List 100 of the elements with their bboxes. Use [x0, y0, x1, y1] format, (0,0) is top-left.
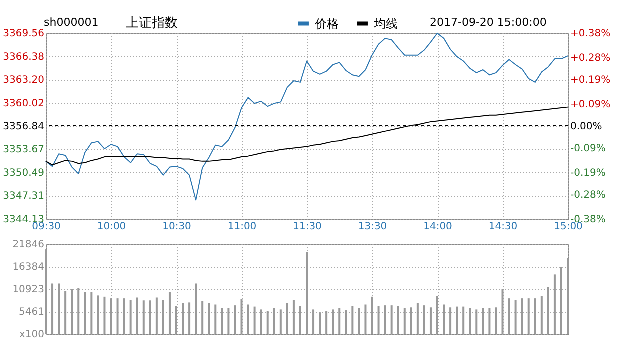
bar: [228, 308, 230, 334]
bar: [430, 308, 432, 334]
bar: [188, 302, 191, 334]
text: sh000001: [44, 16, 99, 29]
bar: [326, 311, 328, 334]
bar: [352, 306, 354, 334]
bar: [221, 308, 224, 334]
bar: [390, 306, 393, 334]
x-tick-label: 11:00: [228, 222, 257, 232]
y2-tick-label: -0.09%: [570, 144, 606, 155]
y-tick-label: 3363.20: [3, 75, 44, 86]
bar: [280, 310, 282, 334]
bar: [202, 301, 204, 334]
y-tick-label: 3350.49: [3, 168, 44, 179]
bar: [84, 292, 86, 334]
bar: [97, 296, 100, 334]
bar: [534, 298, 536, 334]
bar: [240, 299, 243, 334]
x-tick-label: 15:00: [554, 222, 583, 232]
y2-tick-label: 0.00%: [570, 122, 602, 132]
bar: [312, 310, 315, 334]
y2-tick-label: +0.38%: [570, 28, 611, 40]
y2-tick-label: +0.19%: [570, 75, 611, 86]
bar: [358, 308, 360, 334]
bar: [299, 306, 302, 334]
bar: [273, 308, 276, 334]
bar: [176, 306, 178, 334]
x-tick-label: 13:30: [358, 222, 388, 232]
y-tick-label: 3360.02: [3, 98, 44, 110]
y-tick-label: 3356.84: [3, 122, 44, 133]
bar: [364, 304, 367, 334]
bar: [286, 303, 288, 334]
bar: [260, 310, 262, 334]
bar: [554, 274, 556, 334]
line-series: [46, 106, 568, 166]
bar: [116, 298, 119, 334]
bar: [488, 308, 491, 334]
bar: [156, 298, 158, 334]
bar: [90, 292, 93, 334]
bar: [319, 312, 322, 334]
bar: [182, 303, 184, 334]
bar: [450, 308, 452, 334]
bar: [567, 258, 569, 334]
bar: [162, 300, 164, 334]
bar: [443, 304, 446, 334]
y2-tick-label: +0.09%: [570, 99, 611, 110]
bar: [110, 298, 112, 334]
bar: [508, 298, 510, 334]
y2-tick-label: -0.28%: [570, 190, 606, 202]
bar: [214, 304, 217, 334]
bar: [384, 306, 386, 334]
bar: [266, 311, 269, 334]
bar: [234, 306, 236, 334]
bar: [195, 284, 198, 334]
y2-tick-label: +0.28%: [570, 52, 611, 64]
x-tick-label: 09:30: [32, 222, 61, 232]
y-tick-label: 5461: [19, 307, 44, 318]
bar: [64, 291, 67, 334]
bar: [345, 310, 348, 334]
y-tick-label: 10923: [12, 284, 44, 296]
bar: [142, 300, 145, 334]
bar: [378, 306, 380, 334]
y-tick-label: 21846: [12, 240, 44, 250]
text: 2017-09-20 15:00:00: [430, 16, 547, 29]
bar: [247, 304, 250, 334]
bar: [292, 300, 295, 334]
x-tick-label: 10:00: [97, 222, 126, 232]
y-tick-label: 3369.56: [3, 28, 44, 40]
bar: [306, 252, 308, 334]
x-tick-label: 14:00: [424, 222, 452, 232]
bar: [456, 306, 458, 334]
bar: [416, 303, 419, 334]
x-tick-label: 11:30: [293, 222, 322, 232]
legend-label: 价格: [314, 16, 339, 31]
bar: [404, 308, 406, 334]
bar: [410, 308, 412, 334]
y-tick-label: x100: [19, 330, 44, 340]
bar: [502, 290, 504, 334]
bar: [58, 284, 60, 334]
bar: [123, 298, 126, 334]
bar: [521, 298, 524, 334]
bar: [338, 308, 341, 334]
y2-tick-label: -0.19%: [570, 168, 606, 179]
bar: [397, 306, 400, 334]
bar: [168, 292, 171, 334]
bar: [254, 306, 256, 334]
y-tick-label: 16384: [12, 262, 44, 273]
bar: [547, 287, 550, 334]
bar: [71, 290, 74, 334]
bar: [476, 310, 478, 334]
x-tick-label: 10:30: [162, 222, 192, 232]
y-tick-label: 3347.31: [3, 191, 44, 202]
legend-label: 均线: [373, 16, 398, 31]
bar: [514, 300, 517, 334]
bar: [78, 288, 80, 334]
bar: [52, 284, 54, 334]
bar: [540, 296, 543, 334]
bar: [469, 308, 472, 334]
bar: [136, 298, 138, 334]
bar: [436, 296, 438, 334]
